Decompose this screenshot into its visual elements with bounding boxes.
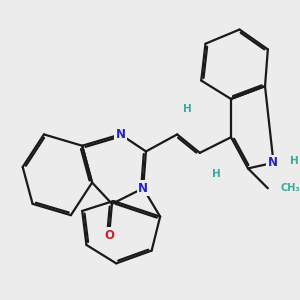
Text: H: H: [290, 156, 299, 166]
Text: H: H: [212, 169, 221, 179]
Text: N: N: [116, 128, 125, 141]
Text: CH₃: CH₃: [280, 183, 300, 193]
Text: N: N: [268, 156, 278, 169]
Text: N: N: [138, 182, 148, 195]
Text: O: O: [104, 229, 114, 242]
Text: H: H: [183, 104, 191, 114]
